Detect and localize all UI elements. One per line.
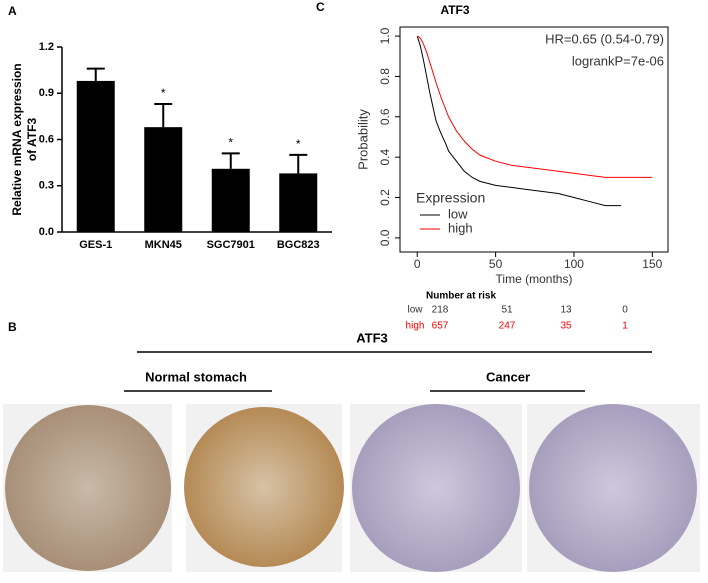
bar (279, 173, 318, 232)
risk-count: 247 (499, 321, 516, 332)
panel-label: C (316, 0, 325, 14)
y-tick-label: 0.3 (39, 180, 54, 192)
tissue-images (3, 404, 700, 572)
panel-title: ATF3 (356, 330, 388, 345)
y-tick-label: 0.6 (378, 108, 392, 125)
x-tick-label: GES-1 (79, 239, 112, 251)
x-tick-label: MKN45 (145, 239, 182, 251)
risk-table-title: Number at risk (426, 291, 496, 302)
x-tick-label: 100 (564, 257, 584, 271)
survival-curve (416, 35, 621, 207)
bar (144, 127, 183, 232)
group-label: Cancer (486, 369, 530, 384)
significance-mark: * (228, 136, 233, 150)
significance-mark: * (161, 86, 166, 100)
bar (76, 80, 115, 233)
risk-count: 657 (432, 321, 449, 332)
risk-count: 51 (501, 305, 513, 316)
y-axis-label: Relative mRNA expression (10, 63, 24, 215)
risk-count: 0 (622, 305, 628, 316)
y-tick-label: 1.2 (39, 41, 54, 53)
tissue-core (184, 407, 344, 567)
chart-title: ATF3 (440, 3, 469, 17)
significance-mark: * (296, 137, 301, 151)
bar (211, 168, 250, 232)
group-label: Normal stomach (145, 369, 247, 384)
y-tick-label: 0.0 (39, 226, 54, 238)
tissue-core (5, 405, 171, 571)
y-axis-label: Probability (355, 109, 370, 170)
legend-label: high (448, 220, 473, 235)
risk-count: 1 (622, 321, 628, 332)
risk-count: 218 (432, 305, 449, 316)
y-tick-label: 0.9 (39, 87, 54, 99)
annotation: HR=0.65 (0.54-0.79) (545, 31, 664, 46)
x-tick-label: SGC7901 (207, 239, 255, 251)
plot-frame (399, 26, 669, 253)
panel-label: A (8, 4, 17, 18)
x-axis-label: Time (months) (496, 272, 573, 286)
x-tick-label: 150 (642, 257, 662, 271)
y-tick-label: 0.2 (378, 189, 392, 206)
legend-title: Expression (416, 190, 485, 206)
panel-label: B (8, 320, 17, 334)
survival-curve (416, 35, 653, 178)
x-tick-label: BGC823 (277, 239, 320, 251)
annotation: logrankP=7e-06 (572, 53, 664, 68)
risk-count: 13 (560, 305, 572, 316)
x-tick-label: 0 (414, 257, 421, 271)
y-tick-label: 0.4 (378, 148, 392, 165)
legend-label: low (448, 206, 468, 221)
risk-count: 35 (560, 321, 572, 332)
y-tick-label: 0.8 (378, 68, 392, 85)
risk-row-label: high (406, 321, 425, 332)
y-tick-label: 0.0 (378, 229, 392, 246)
risk-row-label: low (407, 305, 423, 316)
y-axis-label: of ATF3 (25, 118, 39, 162)
x-tick-label: 50 (489, 257, 503, 271)
tissue-core (529, 404, 697, 572)
tissue-core (352, 404, 520, 572)
y-tick-label: 1.0 (378, 27, 392, 44)
y-tick-label: 0.6 (39, 133, 54, 145)
